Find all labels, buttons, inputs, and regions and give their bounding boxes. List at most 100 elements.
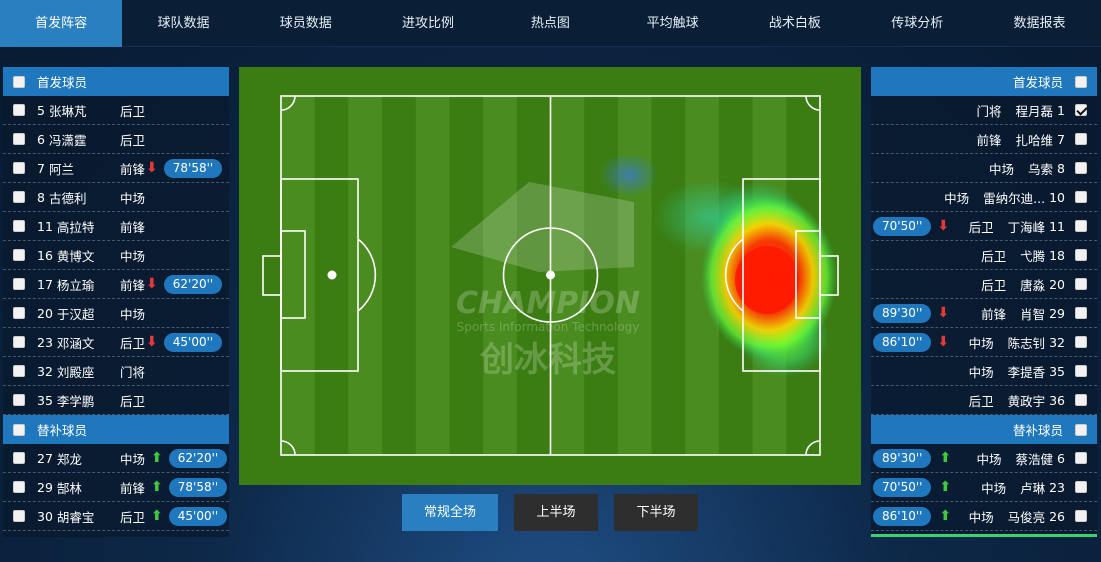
- tab-8[interactable]: 数据报表: [1013, 16, 1066, 31]
- player-name: 高拉特: [56, 219, 95, 235]
- player-checkbox[interactable]: [13, 278, 25, 290]
- player-row[interactable]: 70'50'' ⬆ 中场 卢琳 23: [871, 473, 1097, 502]
- player-checkbox[interactable]: [1075, 365, 1087, 377]
- player-checkbox[interactable]: [13, 307, 25, 319]
- player-row[interactable]: 后卫 弋腾 18: [871, 241, 1097, 270]
- player-row[interactable]: 23 邓涵文 后卫 ⬇ 45'00'': [3, 328, 229, 357]
- player-row[interactable]: 32 刘殿座 门将: [3, 357, 229, 386]
- player-row[interactable]: 门将 程月磊 1: [871, 96, 1097, 125]
- player-checkbox[interactable]: [13, 336, 25, 348]
- player-checkbox[interactable]: [1075, 104, 1087, 116]
- player-row[interactable]: 后卫 唐淼 20: [871, 270, 1097, 299]
- player-checkbox[interactable]: [13, 365, 25, 377]
- position-label: 前锋: [120, 161, 146, 177]
- player-position: 中场: [944, 190, 970, 206]
- second-half-button[interactable]: 下半场: [614, 494, 698, 531]
- position-label: 前锋: [120, 277, 146, 293]
- player-row[interactable]: 16 黄博文 中场: [3, 241, 229, 270]
- tab-3[interactable]: 进攻比例: [402, 16, 455, 31]
- player-position: 前锋: [981, 306, 1007, 322]
- player-row[interactable]: 29 郜林 前锋 ⬆ 78'58'': [3, 473, 229, 502]
- player-checkbox[interactable]: [1075, 481, 1087, 493]
- player-position: 中场: [120, 246, 145, 265]
- player-checkbox[interactable]: [13, 394, 25, 406]
- player-name: 冯潇霆: [48, 132, 87, 148]
- player-checkbox[interactable]: [1075, 278, 1087, 290]
- player-position: 后卫: [981, 277, 1007, 293]
- watermark: CHAMPION Sports Information Technology 创…: [451, 182, 640, 380]
- panel-bottom-bar: [871, 534, 1097, 537]
- player-checkbox[interactable]: [13, 162, 25, 174]
- tab-2[interactable]: 球员数据: [279, 16, 332, 31]
- player-checkbox[interactable]: [13, 104, 25, 116]
- away-lineup-panel: 首发球员 门将 程月磊 1 前锋 扎哈维 7 中场 乌索 8 中场 雷纳尔迪... 10 70'50'' ⬇…: [871, 67, 1097, 537]
- player-checkbox[interactable]: [13, 510, 25, 522]
- pitch-stripe: [348, 96, 383, 455]
- player-checkbox[interactable]: [1075, 394, 1087, 406]
- sub-info: 70'50'' ⬆: [873, 477, 957, 497]
- sub-info: 86'10'' ⬆: [873, 506, 957, 526]
- player-row[interactable]: 后卫 黄政宇 36: [871, 386, 1097, 415]
- player-row[interactable]: 8 古德利 中场: [3, 183, 229, 212]
- player-checkbox[interactable]: [13, 249, 25, 261]
- sub-in-icon: ⬆: [939, 479, 952, 495]
- player-checkbox[interactable]: [13, 452, 25, 464]
- sub-time-badge: 62'20'': [163, 274, 223, 294]
- player-checkbox[interactable]: [13, 191, 25, 203]
- tab-0[interactable]: 首发阵容: [0, 0, 123, 47]
- player-number: 35: [37, 392, 53, 408]
- player-number: 11: [1049, 218, 1065, 234]
- player-row[interactable]: 27 郑龙 中场 ⬆ 62'20'': [3, 444, 229, 473]
- tab-1[interactable]: 球队数据: [157, 16, 210, 31]
- tab-7[interactable]: 传球分析: [891, 16, 944, 31]
- tab-4[interactable]: 热点图: [530, 16, 570, 31]
- player-name: 丁海峰: [1007, 219, 1046, 235]
- first-half-button[interactable]: 上半场: [514, 494, 598, 531]
- player-checkbox[interactable]: [1075, 510, 1087, 522]
- position-label: 后卫: [120, 132, 146, 148]
- select-all-checkbox[interactable]: [1075, 423, 1087, 436]
- player-row[interactable]: 70'50'' ⬇ 后卫 丁海峰 11: [871, 212, 1097, 241]
- select-all-checkbox[interactable]: [13, 423, 25, 436]
- position-label: 中场: [120, 451, 146, 467]
- player-row[interactable]: 86'10'' ⬆ 中场 马俊亮 26: [871, 502, 1097, 531]
- player-number: 30: [37, 508, 53, 524]
- player-row[interactable]: 中场 雷纳尔迪... 10: [871, 183, 1097, 212]
- player-row[interactable]: 前锋 扎哈维 7: [871, 125, 1097, 154]
- player-checkbox[interactable]: [13, 481, 25, 493]
- sub-time-badge: 78'58'': [168, 477, 228, 497]
- player-checkbox[interactable]: [1075, 307, 1087, 319]
- player-number: 29: [1049, 305, 1065, 321]
- player-row[interactable]: 35 李学鹏 后卫: [3, 386, 229, 415]
- player-checkbox[interactable]: [1075, 133, 1087, 145]
- player-checkbox[interactable]: [1075, 162, 1087, 174]
- player-row[interactable]: 11 高拉特 前锋: [3, 212, 229, 241]
- select-all-checkbox[interactable]: [13, 75, 25, 88]
- player-checkbox[interactable]: [1075, 249, 1087, 261]
- player-row[interactable]: 7 阿兰 前锋 ⬇ 78'58'': [3, 154, 229, 183]
- tab-6[interactable]: 战术白板: [768, 16, 821, 31]
- tab-5[interactable]: 平均触球: [646, 16, 699, 31]
- player-checkbox[interactable]: [13, 220, 25, 232]
- player-row[interactable]: 20 于汉超 中场: [3, 299, 229, 328]
- player-row[interactable]: 5 张琳芃 后卫: [3, 96, 229, 125]
- player-row[interactable]: 中场 乌索 8: [871, 154, 1097, 183]
- player-row[interactable]: 89'30'' ⬆ 中场 蔡浩健 6: [871, 444, 1097, 473]
- select-all-checkbox[interactable]: [1075, 75, 1087, 88]
- player-row[interactable]: 89'30'' ⬇ 前锋 肖智 29: [871, 299, 1097, 328]
- player-checkbox[interactable]: [1075, 191, 1087, 203]
- player-row[interactable]: 86'10'' ⬇ 中场 陈志钊 32: [871, 328, 1097, 357]
- player-checkbox[interactable]: [1075, 452, 1087, 464]
- player-row[interactable]: 17 杨立瑜 前锋 ⬇ 62'20'': [3, 270, 229, 299]
- position-label: 后卫: [120, 509, 146, 525]
- sub-in-icon: ⬆: [939, 450, 952, 466]
- player-row[interactable]: 中场 李提香 35: [871, 357, 1097, 386]
- player-checkbox[interactable]: [13, 133, 25, 145]
- player-checkbox[interactable]: [1075, 336, 1087, 348]
- player-checkbox[interactable]: [1075, 220, 1087, 232]
- full-match-button[interactable]: 常规全场: [402, 494, 498, 531]
- player-row[interactable]: 6 冯潇霆 后卫: [3, 125, 229, 154]
- sub-time-badge: 86'10'': [873, 332, 932, 352]
- section-title: 替补球员: [37, 423, 88, 438]
- player-row[interactable]: 30 胡睿宝 后卫 ⬆ 45'00'': [3, 502, 229, 531]
